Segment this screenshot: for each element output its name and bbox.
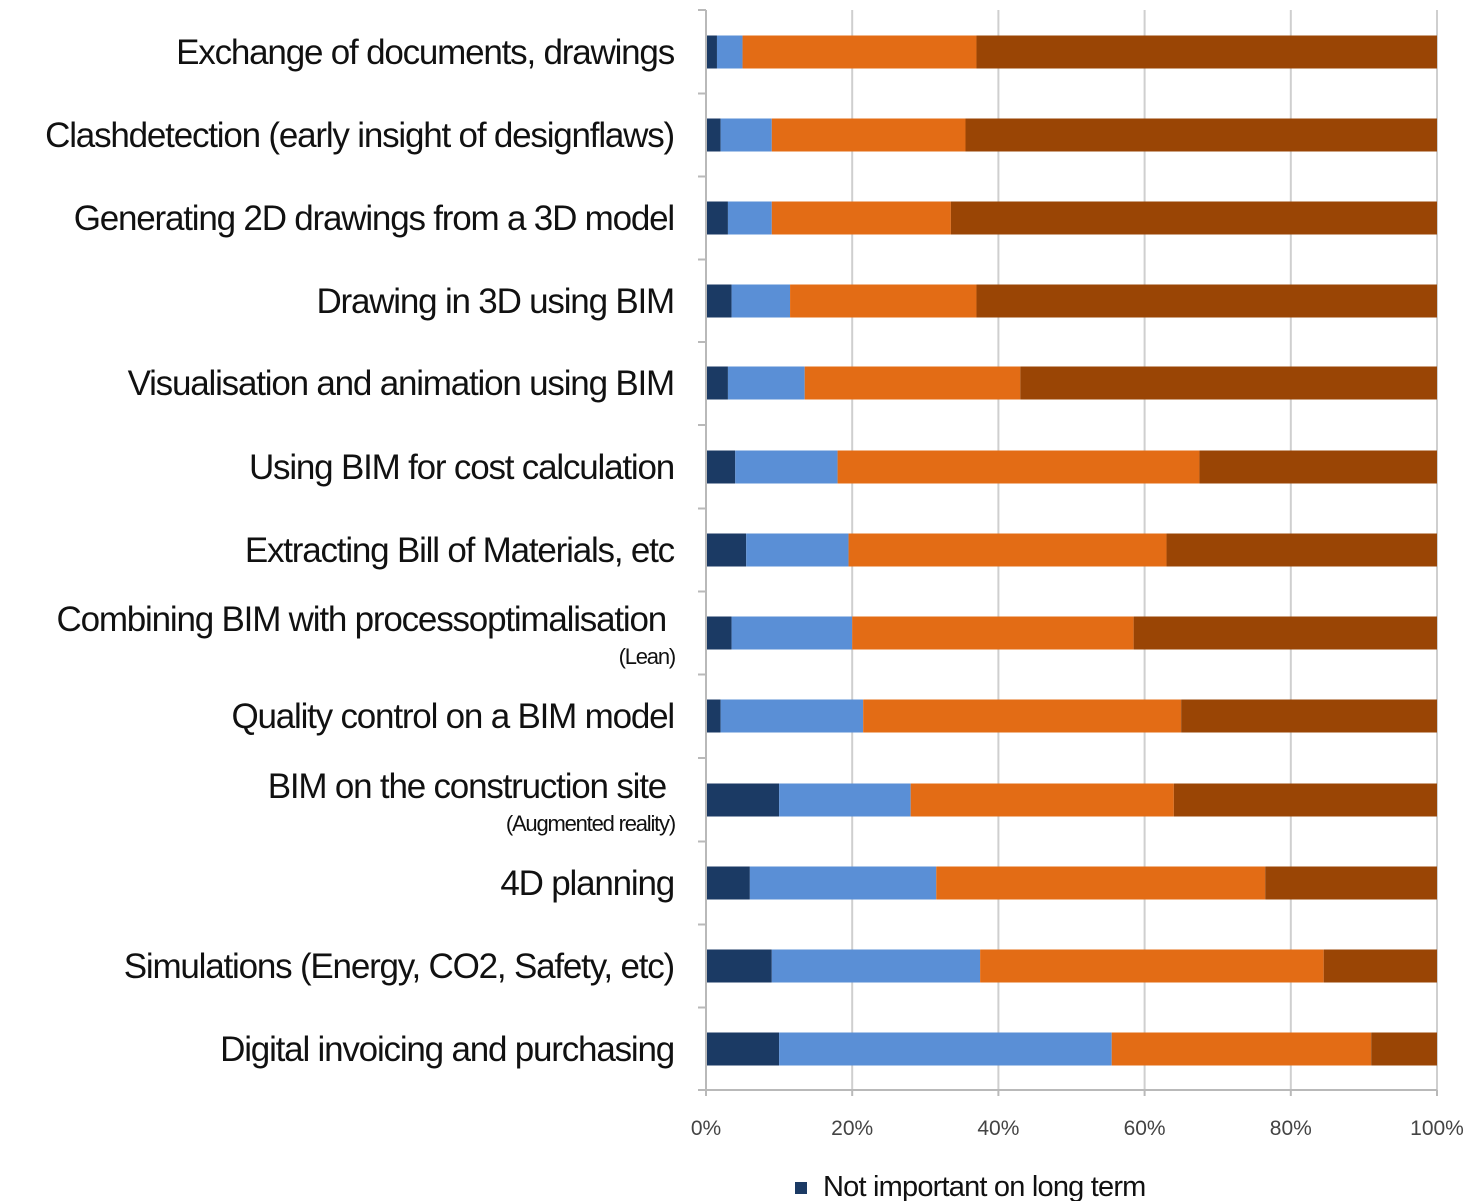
bar-segment [910, 783, 1174, 817]
x-tick-label: 40% [977, 1117, 1019, 1140]
bar-segment [706, 201, 728, 235]
bar-segment [746, 533, 849, 567]
bar-segment [1173, 783, 1437, 817]
bar-segment [1133, 616, 1437, 650]
category-label: Exchange of documents, drawings [176, 33, 675, 72]
bar-segment [706, 118, 721, 152]
bar-segment [706, 949, 772, 983]
x-tick-labels: 0% 20% 40% 60% 80% 100% [691, 1117, 1464, 1140]
bar-segment [976, 284, 1437, 318]
bar-segment [706, 783, 780, 817]
bar-segment [706, 533, 747, 567]
bar-segment [936, 866, 1266, 900]
bar-segment [716, 35, 743, 69]
bar-segment [1323, 949, 1437, 983]
bar-segment [976, 35, 1437, 69]
category-label: Quality control on a BIM model [231, 697, 674, 736]
bar-segment [731, 616, 853, 650]
bar-segment [1199, 450, 1437, 484]
bar-segment [731, 284, 791, 318]
x-tick-label: 0% [691, 1117, 721, 1140]
category-sublabel: (Lean) [619, 644, 675, 669]
bar-segment [771, 118, 966, 152]
category-label: Clashdetection (early insight of designf… [45, 116, 674, 155]
bar-segment [1166, 533, 1437, 567]
bar-segment [1020, 366, 1437, 400]
category-label: Generating 2D drawings from a 3D model [74, 199, 674, 238]
bars [706, 35, 1437, 1066]
bar-segment [1265, 866, 1437, 900]
bar-segment [1181, 699, 1437, 733]
category-labels: Exchange of documents, drawings Clashdete… [45, 33, 676, 1069]
category-label: Extracting Bill of Materials, etc [245, 531, 675, 570]
category-label: BIM on the construction site [268, 767, 666, 806]
bar-segment [706, 366, 728, 400]
bar-segment [950, 201, 1437, 235]
bar-segment [727, 366, 805, 400]
category-label: Simulations (Energy, CO2, Safety, etc) [124, 947, 674, 986]
bar-segment [735, 450, 838, 484]
x-tick-label: 20% [831, 1117, 873, 1140]
category-label: Combining BIM with processoptimalisation [57, 600, 667, 639]
bar-segment [742, 35, 977, 69]
bar-segment [863, 699, 1182, 733]
bar-segment [779, 1032, 1112, 1066]
bar-segment [1371, 1032, 1437, 1066]
bar-segment [771, 949, 981, 983]
category-label: Using BIM for cost calculation [249, 448, 674, 487]
bar-segment [720, 118, 772, 152]
bar-segment [771, 201, 951, 235]
legend: Not important on long term [795, 1171, 1146, 1201]
bar-segment [848, 533, 1167, 567]
bar-segment [706, 450, 736, 484]
bar-segment [720, 699, 864, 733]
category-label: Drawing in 3D using BIM [316, 282, 674, 321]
bar-segment [1111, 1032, 1372, 1066]
legend-swatch [795, 1182, 807, 1194]
bar-segment [852, 616, 1134, 650]
bar-segment [837, 450, 1200, 484]
bar-segment [706, 1032, 780, 1066]
bar-segment [779, 783, 911, 817]
bar-segment [727, 201, 772, 235]
category-label: 4D planning [500, 864, 674, 903]
bar-segment [965, 118, 1437, 152]
bar-segment [706, 35, 717, 69]
x-tick-label: 100% [1410, 1117, 1464, 1140]
legend-label: Not important on long term [823, 1171, 1146, 1201]
bar-segment [706, 866, 750, 900]
x-tick-label: 80% [1270, 1117, 1312, 1140]
bar-segment [706, 284, 732, 318]
x-tick-label: 60% [1124, 1117, 1166, 1140]
category-label: Digital invoicing and purchasing [220, 1030, 674, 1069]
bar-segment [790, 284, 977, 318]
bar-segment [980, 949, 1324, 983]
bar-segment [706, 699, 721, 733]
bar-segment [706, 616, 732, 650]
axes [698, 9, 1438, 1096]
category-sublabel: (Augmented reality) [506, 811, 675, 836]
bar-segment [804, 366, 1021, 400]
category-label: Visualisation and animation using BIM [128, 364, 674, 403]
bar-segment [749, 866, 937, 900]
